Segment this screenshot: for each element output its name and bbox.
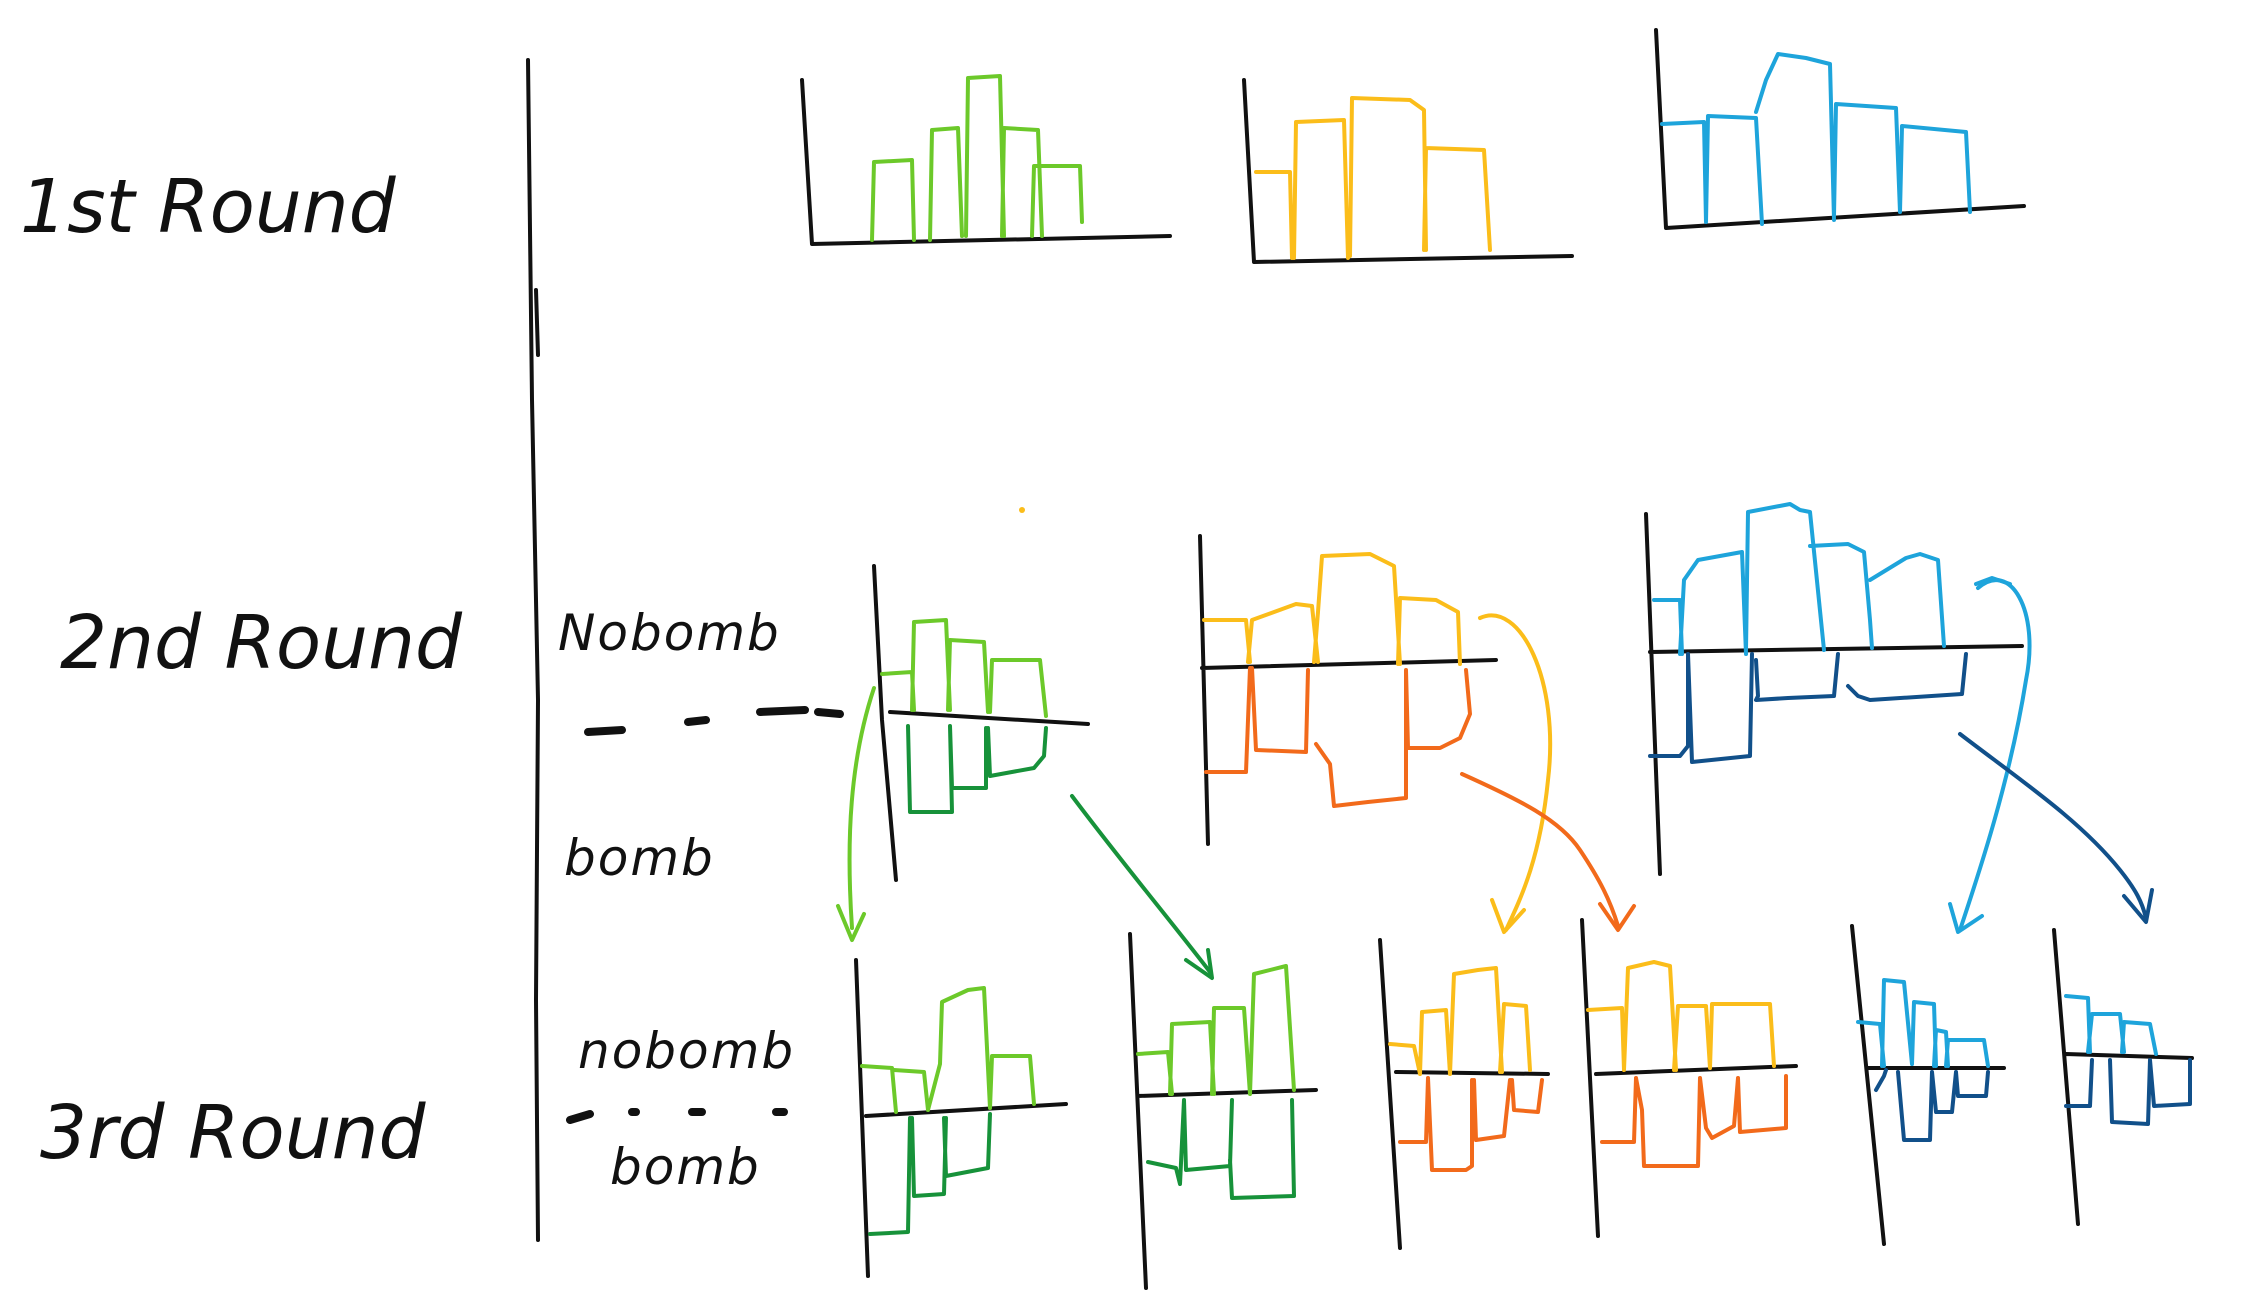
row-divider-line (526, 58, 540, 1242)
round-3-label: 3rd Round (40, 1090, 426, 1176)
bomb-bars (1874, 1068, 1990, 1142)
axes (1654, 28, 2026, 230)
arrow-blue-nobomb-head (1948, 902, 1984, 934)
nobomb-bars (1388, 966, 1532, 1076)
round-3-bomb-label: bomb (610, 1138, 761, 1196)
axes (854, 958, 1068, 1278)
axes (1198, 534, 1498, 846)
nobomb-bars (1202, 552, 1462, 666)
arrow-green-bomb (1070, 794, 1212, 974)
round-2-green-split-histogram (872, 564, 1090, 882)
axes (1128, 932, 1318, 1290)
axes (800, 78, 1172, 246)
round-3-dashed-separator (566, 1108, 788, 1124)
nobomb-bars (1652, 502, 2012, 656)
round-1-label: 1st Round (20, 164, 397, 250)
bomb-bars (1146, 1098, 1296, 1200)
round-2-dashed-separator (584, 706, 844, 736)
arrow-blue-bomb (1958, 732, 2148, 920)
round-1-blue-histogram (1654, 28, 2026, 230)
arrow-blue-bomb-head (2122, 888, 2154, 924)
axes (1580, 918, 1798, 1238)
round-2-label: 2nd Round (60, 600, 463, 686)
bars (1660, 52, 1972, 226)
axes (1242, 78, 1574, 264)
nobomb-bars (1586, 960, 1776, 1072)
bars (1254, 96, 1492, 260)
round-1-green-histogram (800, 74, 1172, 246)
arrow-green-nobomb-head (836, 904, 866, 942)
arrow-blue-nobomb (1958, 578, 2032, 932)
bomb-bars (1600, 1074, 1788, 1168)
round-3-blue-b-split-histogram (2052, 928, 2194, 1226)
nobomb-bars (1856, 978, 1990, 1068)
axes (2052, 928, 2194, 1226)
round-3-orange-split-histogram (1580, 918, 1798, 1238)
stray-dot (1019, 507, 1025, 513)
round-2-yellow-split-histogram (1198, 534, 1498, 846)
bomb-bars (2064, 1058, 2192, 1126)
bomb-bars (1648, 652, 1968, 764)
bomb-bars (906, 724, 1048, 814)
row-divider-mark (534, 288, 540, 357)
arrow-green-bomb-head (1184, 948, 1214, 980)
nobomb-bars (880, 618, 1048, 718)
axes (1850, 924, 2006, 1246)
bomb-bars (868, 1112, 992, 1236)
nobomb-bars (860, 986, 1036, 1114)
nobomb-bars (1136, 964, 1296, 1096)
round-3-nobomb-label: nobomb (578, 1022, 795, 1080)
round-3-blue-a-split-histogram (1850, 924, 2006, 1246)
bars (870, 74, 1084, 242)
round-1-yellow-histogram (1242, 78, 1574, 264)
bomb-bars (1204, 666, 1472, 808)
round-2-nobomb-label: Nobomb (558, 604, 781, 662)
axes (1378, 938, 1550, 1250)
arrow-orange-bomb (1460, 772, 1620, 928)
arrow-yellow-nobomb (1478, 613, 1553, 932)
arrow-green-nobomb (847, 686, 876, 930)
axes (872, 564, 1090, 882)
round-3-yellow-split-histogram (1378, 938, 1550, 1250)
bomb-bars (1398, 1076, 1544, 1172)
arrow-orange-bomb-head (1598, 902, 1636, 932)
arrow-yellow-nobomb-head (1490, 898, 1526, 934)
round-2-blue-split-histogram (1644, 502, 2024, 876)
round-3-green-b-split-histogram (1128, 932, 1318, 1290)
round-3-green-a-split-histogram (854, 958, 1068, 1278)
round-2-bomb-label: bomb (564, 829, 715, 887)
nobomb-bars (2064, 994, 2158, 1056)
axes (1644, 512, 2024, 876)
